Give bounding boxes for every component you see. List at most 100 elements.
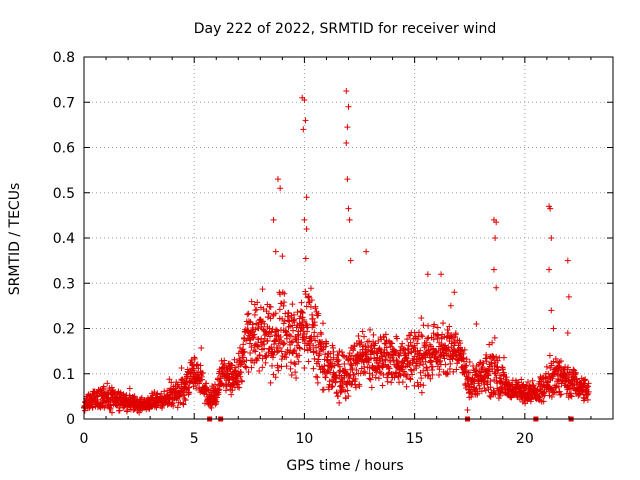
data-point <box>359 328 366 335</box>
data-point <box>261 341 268 348</box>
data-point <box>299 324 306 331</box>
data-point <box>324 368 331 375</box>
data-point <box>302 255 309 262</box>
data-point <box>399 340 406 347</box>
data-point <box>399 379 406 386</box>
data-point <box>262 359 269 366</box>
data-point <box>515 379 522 386</box>
data-point <box>191 354 198 361</box>
data-point <box>492 235 499 241</box>
data-point <box>270 351 277 358</box>
data-point <box>343 369 350 376</box>
data-point <box>414 379 421 386</box>
data-point <box>500 354 507 361</box>
data-point <box>547 205 554 212</box>
data-point <box>451 289 458 296</box>
data-point <box>338 374 345 381</box>
data-point <box>489 339 496 346</box>
data-point <box>244 311 251 318</box>
y-tick-label: 0.4 <box>53 231 75 247</box>
data-point <box>247 350 254 357</box>
data-point <box>417 381 424 388</box>
data-point <box>544 379 551 386</box>
data-point <box>278 363 285 370</box>
data-point <box>176 384 183 391</box>
data-point <box>299 309 306 316</box>
data-point <box>339 352 346 359</box>
data-point <box>487 394 494 401</box>
data-point <box>228 391 235 398</box>
data-point <box>444 371 451 378</box>
data-point <box>270 216 277 223</box>
data-point <box>174 404 181 411</box>
data-point <box>556 364 563 371</box>
data-point <box>293 374 300 381</box>
data-point <box>136 409 143 416</box>
data-point <box>347 257 354 264</box>
chart-title: Day 222 of 2022, SRMTID for receiver win… <box>194 21 497 37</box>
data-point <box>478 388 485 395</box>
data-point <box>451 338 458 345</box>
data-point <box>212 401 219 408</box>
data-point <box>424 372 431 379</box>
data-point <box>292 369 299 376</box>
y-tick-label: 0.6 <box>53 141 75 157</box>
data-point <box>429 363 436 370</box>
data-point <box>314 374 321 381</box>
data-point <box>291 346 298 353</box>
data-point <box>180 389 187 396</box>
data-point <box>439 320 446 327</box>
data-point <box>339 378 346 385</box>
data-point <box>413 365 420 372</box>
data-point <box>562 370 569 377</box>
data-point <box>351 371 358 378</box>
data-point <box>423 364 430 371</box>
data-point <box>564 364 571 371</box>
data-point <box>546 352 553 359</box>
data-point <box>270 312 277 319</box>
data-point <box>335 393 342 400</box>
data-point <box>352 384 359 391</box>
data-point <box>547 364 554 371</box>
data-point <box>356 383 363 390</box>
data-point <box>100 383 107 390</box>
data-point <box>422 358 429 365</box>
data-point <box>249 321 256 328</box>
data-point <box>158 390 165 397</box>
data-point <box>568 393 575 400</box>
data-point <box>304 328 311 335</box>
data-point <box>108 409 115 416</box>
data-point <box>367 376 374 383</box>
data-point <box>298 308 305 315</box>
data-point <box>428 358 435 365</box>
data-point <box>345 103 352 110</box>
data-point <box>355 332 362 339</box>
data-point <box>253 357 260 364</box>
data-point <box>250 334 257 341</box>
data-point <box>295 339 302 346</box>
data-point <box>489 353 496 360</box>
data-point <box>474 390 481 397</box>
data-point <box>330 354 337 361</box>
y-tick-label: 0.1 <box>53 367 75 383</box>
data-point <box>434 324 441 331</box>
data-point <box>431 321 438 328</box>
data-point <box>250 347 257 354</box>
data-point <box>314 333 321 340</box>
data-point <box>312 337 319 344</box>
data-point <box>161 388 168 395</box>
data-point <box>311 322 318 329</box>
data-point <box>281 340 288 347</box>
data-point <box>407 339 414 346</box>
data-point <box>525 378 532 385</box>
data-point <box>365 344 372 351</box>
data-point <box>332 379 339 386</box>
data-point <box>408 371 415 378</box>
data-point <box>382 356 389 363</box>
data-point <box>222 387 229 394</box>
y-tick-label: 0 <box>66 412 75 428</box>
data-point <box>393 356 400 363</box>
data-point <box>558 380 565 387</box>
data-point <box>313 349 320 356</box>
data-point <box>385 364 392 371</box>
